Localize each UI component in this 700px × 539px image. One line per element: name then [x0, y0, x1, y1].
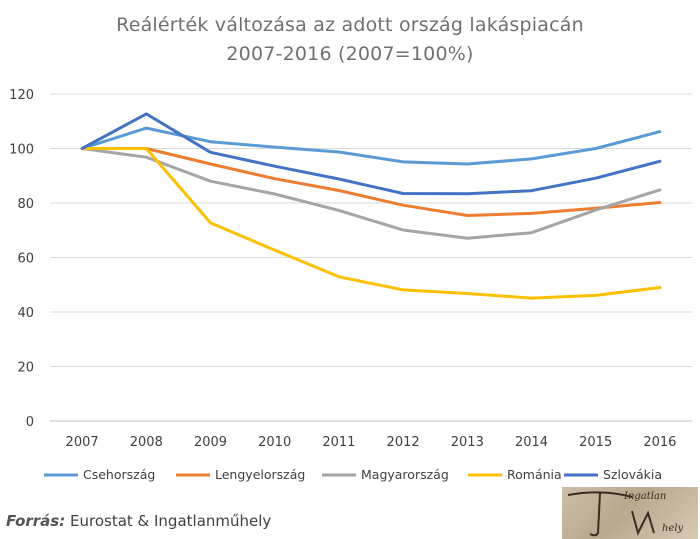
y-tick-label: 0: [26, 415, 34, 430]
series-line: [80, 112, 662, 196]
source-label: Forrás:: [6, 512, 66, 530]
source-text: Eurostat & Ingatlanműhely: [65, 512, 272, 530]
series-line: [80, 147, 662, 300]
x-tick-label: 2015: [579, 435, 612, 450]
series-line: [80, 147, 662, 217]
legend-label: Románia: [507, 467, 562, 482]
x-tick-label: 2016: [643, 435, 676, 450]
x-tick-label: 2013: [451, 435, 484, 450]
x-tick-label: 2010: [258, 435, 291, 450]
legend-label: Csehország: [83, 467, 155, 482]
chart-title-line-1: Reálérték változása az adott ország laká…: [116, 14, 584, 36]
x-tick-label: 2011: [322, 435, 355, 450]
legend-label: Magyarország: [361, 467, 449, 482]
ingatlanmuhely-logo: Ingatlan hely: [562, 487, 698, 539]
legend-label: Szlovákia: [603, 467, 662, 482]
y-tick-label: 100: [9, 143, 34, 158]
series-line: [80, 147, 662, 240]
x-tick-label: 2014: [515, 435, 548, 450]
y-tick-label: 40: [17, 306, 34, 321]
y-tick-label: 80: [17, 197, 34, 212]
source-caption: Forrás: Eurostat & Ingatlanműhely: [6, 512, 271, 530]
svg-text:hely: hely: [662, 523, 684, 534]
x-tick-label: 2007: [66, 435, 99, 450]
y-tick-label: 120: [9, 88, 34, 103]
svg-text:Ingatlan: Ingatlan: [623, 491, 666, 502]
legend-label: Lengyelország: [215, 467, 305, 482]
y-tick-label: 20: [17, 361, 34, 376]
series-line: [80, 126, 662, 166]
chart-title-line-2: 2007-2016 (2007=100%): [226, 43, 474, 65]
x-tick-label: 2009: [194, 435, 227, 450]
x-tick-label: 2012: [387, 435, 420, 450]
y-tick-label: 60: [17, 252, 34, 267]
x-tick-label: 2008: [130, 435, 163, 450]
